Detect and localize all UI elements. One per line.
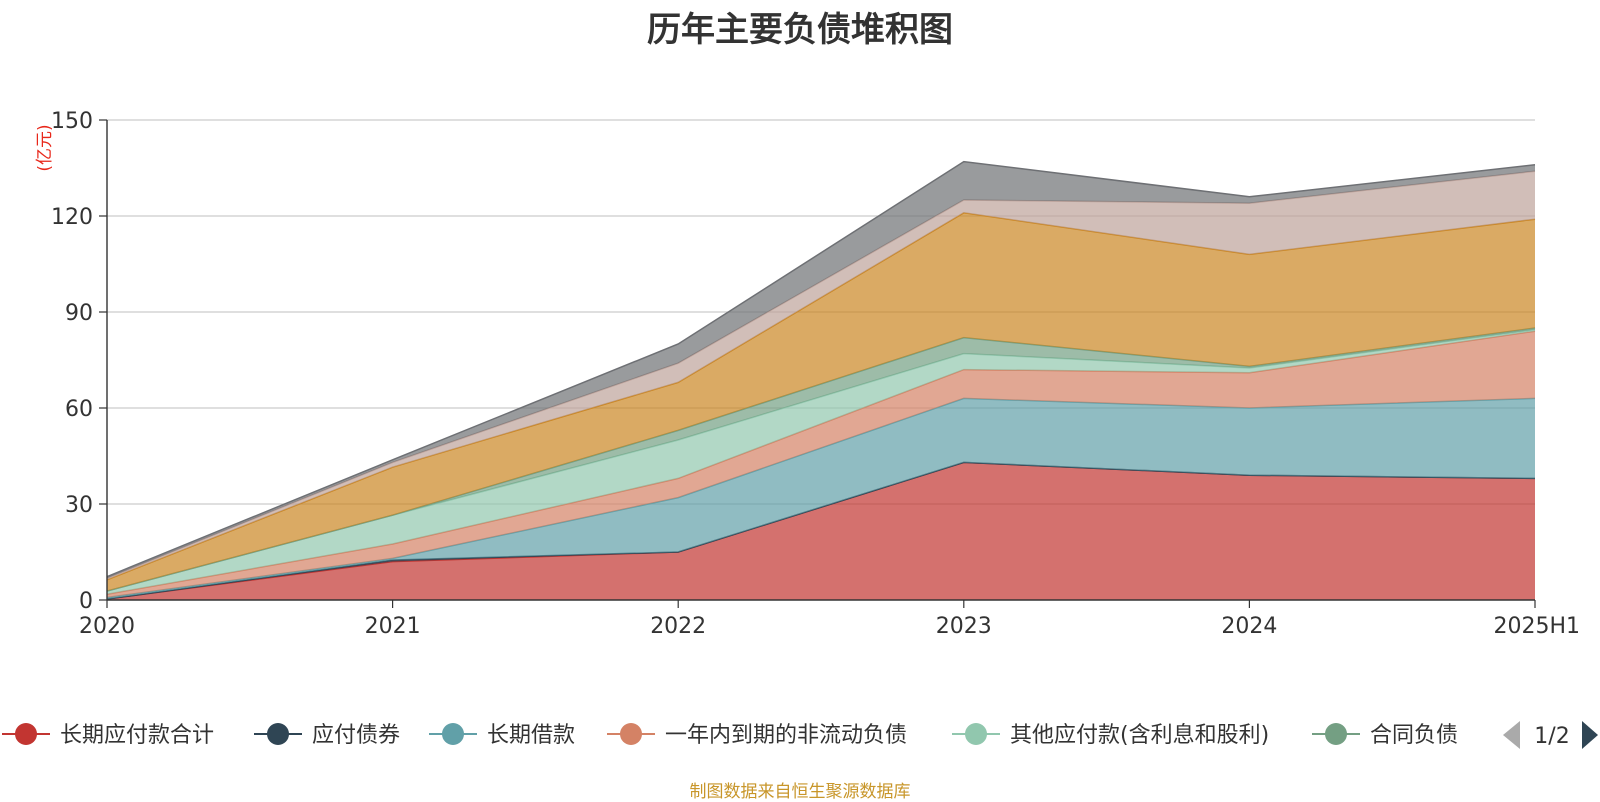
- area-series-4: [107, 329, 1535, 595]
- area-series-2: [107, 398, 1535, 600]
- legend-label: 合同负债: [1370, 723, 1458, 748]
- legend: 长期应付款合计 应付债券 长期借款 一年内到期的非流动负债 其他应付款(含利息和股利) 合…: [2, 721, 1598, 749]
- legend-label: 长期借款: [487, 723, 575, 748]
- area-series: [106, 160, 1536, 600]
- area-series-0: [107, 462, 1535, 600]
- legend-item[interactable]: 一年内到期的非流动负债: [607, 723, 907, 748]
- legend-label: 应付债券: [312, 723, 400, 748]
- legend-marker: [620, 723, 642, 745]
- series-line-8: [106, 160, 1536, 578]
- legend-label: 长期应付款合计: [60, 723, 214, 748]
- x-tick-label: 2022: [650, 614, 706, 639]
- x-tick-label: 2024: [1221, 614, 1277, 639]
- legend-marker: [15, 723, 37, 745]
- area-series-6: [107, 212, 1535, 592]
- legend-label: 一年内到期的非流动负债: [665, 723, 907, 748]
- legend-marker: [442, 723, 464, 745]
- axes: 0 30 60 90 120 150 2020 2021 2022 2023 2024 2025H1: [51, 109, 1580, 639]
- x-tick-label: 2020: [79, 614, 135, 639]
- area-series-7: [107, 171, 1535, 580]
- legend-item[interactable]: 应付债券: [254, 723, 400, 748]
- legend-marker: [267, 723, 289, 745]
- legend-item[interactable]: 长期应付款合计: [2, 723, 214, 748]
- y-tick-label: 120: [51, 205, 93, 230]
- x-tick-label: 2021: [365, 614, 421, 639]
- legend-label: 其他应付款(含利息和股利): [1010, 723, 1269, 748]
- source-note: 制图数据来自恒生聚源数据库: [689, 782, 911, 802]
- y-tick-label: 150: [51, 109, 93, 134]
- area-series-3: [107, 331, 1535, 598]
- legend-marker: [965, 723, 987, 745]
- x-tick-label: 2023: [936, 614, 992, 639]
- legend-item[interactable]: 其他应付款(含利息和股利): [952, 723, 1269, 748]
- y-tick-label: 60: [65, 397, 93, 422]
- y-axis-label: (亿元): [35, 124, 55, 171]
- legend-marker: [1325, 723, 1347, 745]
- legend-item[interactable]: 长期借款: [429, 723, 575, 748]
- y-tick-label: 90: [65, 301, 93, 326]
- chart-title: 历年主要负债堆积图: [647, 10, 953, 50]
- y-tick-label: 0: [79, 589, 93, 614]
- y-tick-label: 30: [65, 493, 93, 518]
- legend-page-indicator: 1/2: [1534, 724, 1569, 749]
- x-tick-label: 2025H1: [1493, 614, 1580, 639]
- legend-next-icon[interactable]: [1582, 721, 1598, 749]
- legend-prev-icon[interactable]: [1503, 721, 1520, 749]
- legend-item[interactable]: 合同负债: [1312, 723, 1458, 748]
